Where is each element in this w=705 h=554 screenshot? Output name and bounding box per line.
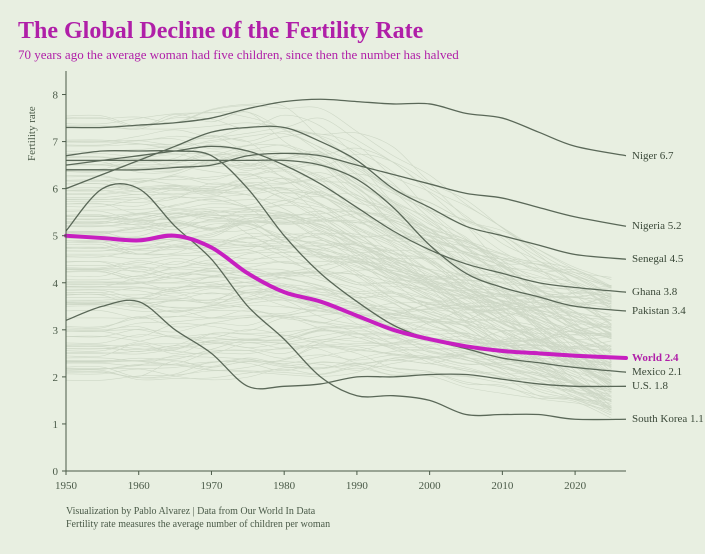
y-tick-label: 8 bbox=[53, 90, 59, 102]
series-end-label: South Korea 1.1 bbox=[632, 413, 704, 425]
y-tick-label: 3 bbox=[53, 325, 59, 337]
chart-svg: 0 1 2 3 4 5 6 7 8 1950 1960 1970 1980 1990 2000 2010 202… bbox=[18, 71, 705, 499]
y-tick-label: 5 bbox=[53, 231, 59, 243]
y-tick-label: 1 bbox=[53, 419, 59, 431]
series-line bbox=[66, 99, 626, 155]
series-end-label: Pakistan 3.4 bbox=[632, 305, 686, 317]
chart-area: Fertility rate 0 1 2 3 4 5 6 7 8 1950 1960 1970 1980… bbox=[18, 71, 705, 499]
series-end-label: Ghana 3.8 bbox=[632, 286, 677, 298]
series-end-label: Senegal 4.5 bbox=[632, 253, 683, 265]
series-end-label: World 2.4 bbox=[632, 352, 678, 364]
chart-title: The Global Decline of the Fertility Rate bbox=[18, 18, 687, 45]
y-tick-label: 6 bbox=[53, 184, 59, 196]
chart-subtitle: 70 years ago the average woman had five … bbox=[18, 47, 687, 63]
x-tick-label: 2000 bbox=[419, 480, 442, 492]
x-tick-label: 1990 bbox=[346, 480, 369, 492]
x-tick-label: 1960 bbox=[128, 480, 151, 492]
y-tick-label: 0 bbox=[53, 466, 59, 478]
x-tick-label: 2010 bbox=[491, 480, 514, 492]
series-end-label: Nigeria 5.2 bbox=[632, 220, 681, 232]
y-tick-label: 4 bbox=[53, 278, 59, 290]
chart-credits: Visualization by Pablo Alvarez | Data fr… bbox=[66, 505, 687, 531]
credits-line-1: Visualization by Pablo Alvarez | Data fr… bbox=[66, 505, 687, 518]
y-tick-label: 2 bbox=[53, 372, 59, 384]
y-axis-label: Fertility rate bbox=[26, 106, 38, 161]
y-tick-label: 7 bbox=[53, 137, 59, 149]
x-tick-label: 1950 bbox=[55, 480, 78, 492]
credits-line-2: Fertility rate measures the average numb… bbox=[66, 518, 687, 531]
chart-container: The Global Decline of the Fertility Rate… bbox=[0, 0, 705, 554]
series-end-label: Niger 6.7 bbox=[632, 150, 674, 162]
series-end-label: U.S. 1.8 bbox=[632, 380, 668, 392]
series-end-label: Mexico 2.1 bbox=[632, 366, 682, 378]
x-tick-label: 2020 bbox=[564, 480, 587, 492]
x-tick-label: 1970 bbox=[200, 480, 223, 492]
x-tick-label: 1980 bbox=[273, 480, 296, 492]
